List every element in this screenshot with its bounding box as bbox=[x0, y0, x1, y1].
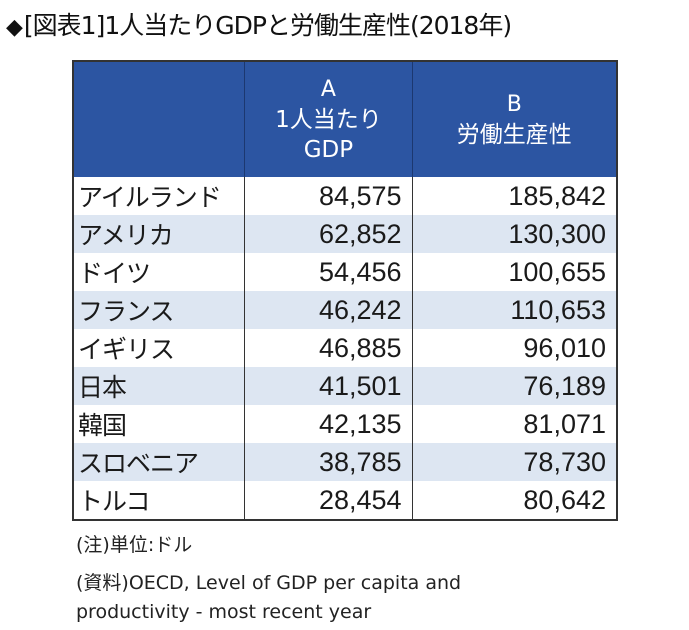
gdp-per-capita-cell: 54,456 bbox=[244, 253, 413, 291]
country-cell: 日本 bbox=[72, 367, 246, 405]
table-row: トルコ 28,454 80,642 bbox=[72, 481, 618, 520]
table-row: スロベニア 38,785 78,730 bbox=[72, 443, 618, 481]
labor-productivity-cell: 110,653 bbox=[411, 291, 618, 329]
labor-productivity-cell: 185,842 bbox=[411, 177, 618, 215]
header-label-b: 労働生産性 bbox=[456, 121, 572, 148]
country-cell: アメリカ bbox=[72, 215, 246, 253]
gdp-per-capita-cell: 62,852 bbox=[244, 215, 413, 253]
source-note-line1: (資料)OECD, Level of GDP per capita and bbox=[76, 572, 462, 594]
gdp-per-capita-cell: 46,242 bbox=[244, 291, 413, 329]
country-cell: 韓国 bbox=[72, 405, 246, 443]
page-title: ◆[図表1]1人当たりGDPと労働生産性(2018年) bbox=[6, 6, 512, 42]
table-row: フランス 46,242 110,653 bbox=[72, 291, 618, 329]
labor-productivity-cell: 76,189 bbox=[411, 367, 618, 405]
gdp-per-capita-cell: 46,885 bbox=[244, 329, 413, 367]
country-cell: フランス bbox=[72, 291, 246, 329]
gdp-per-capita-cell: 84,575 bbox=[244, 177, 413, 215]
table-row: 韓国 42,135 81,071 bbox=[72, 405, 618, 443]
labor-productivity-cell: 96,010 bbox=[411, 329, 618, 367]
header-letter-b: B bbox=[506, 91, 522, 117]
country-cell: ドイツ bbox=[72, 253, 246, 291]
title-text: [図表1]1人当たりGDPと労働生産性(2018年) bbox=[23, 11, 512, 40]
data-table: A 1人当たり GDP B 労働生産性 アイルランド 84,575 185,842 ア… bbox=[72, 60, 618, 521]
country-cell: イギリス bbox=[72, 329, 246, 367]
gdp-per-capita-cell: 41,501 bbox=[244, 367, 413, 405]
labor-productivity-cell: 80,642 bbox=[411, 481, 618, 520]
header-label-a-line1: 1人当たり bbox=[275, 106, 382, 133]
labor-productivity-cell: 78,730 bbox=[411, 443, 618, 481]
table-row: ドイツ 54,456 100,655 bbox=[72, 253, 618, 291]
gdp-per-capita-cell: 42,135 bbox=[244, 405, 413, 443]
table-header-row: A 1人当たり GDP B 労働生産性 bbox=[72, 61, 618, 177]
table-row: アイルランド 84,575 185,842 bbox=[72, 177, 618, 215]
labor-productivity-cell: 81,071 bbox=[411, 405, 618, 443]
diamond-bullet-icon: ◆ bbox=[6, 15, 23, 40]
source-note-line2: productivity - most recent year bbox=[76, 601, 372, 623]
header-labor-productivity: B 労働生産性 bbox=[411, 61, 618, 177]
gdp-per-capita-cell: 38,785 bbox=[244, 443, 413, 481]
table-row: 日本 41,501 76,189 bbox=[72, 367, 618, 405]
gdp-per-capita-cell: 28,454 bbox=[244, 481, 413, 520]
country-cell: スロベニア bbox=[72, 443, 246, 481]
unit-note: (注)単位:ドル bbox=[76, 534, 193, 556]
labor-productivity-cell: 130,300 bbox=[411, 215, 618, 253]
table-row: アメリカ 62,852 130,300 bbox=[72, 215, 618, 253]
header-country bbox=[72, 61, 246, 177]
header-gdp-per-capita: A 1人当たり GDP bbox=[244, 61, 413, 177]
table-row: イギリス 46,885 96,010 bbox=[72, 329, 618, 367]
country-cell: トルコ bbox=[72, 481, 246, 520]
header-label-a-line2: GDP bbox=[303, 136, 354, 163]
labor-productivity-cell: 100,655 bbox=[411, 253, 618, 291]
header-letter-a: A bbox=[320, 76, 336, 102]
country-cell: アイルランド bbox=[72, 177, 246, 215]
